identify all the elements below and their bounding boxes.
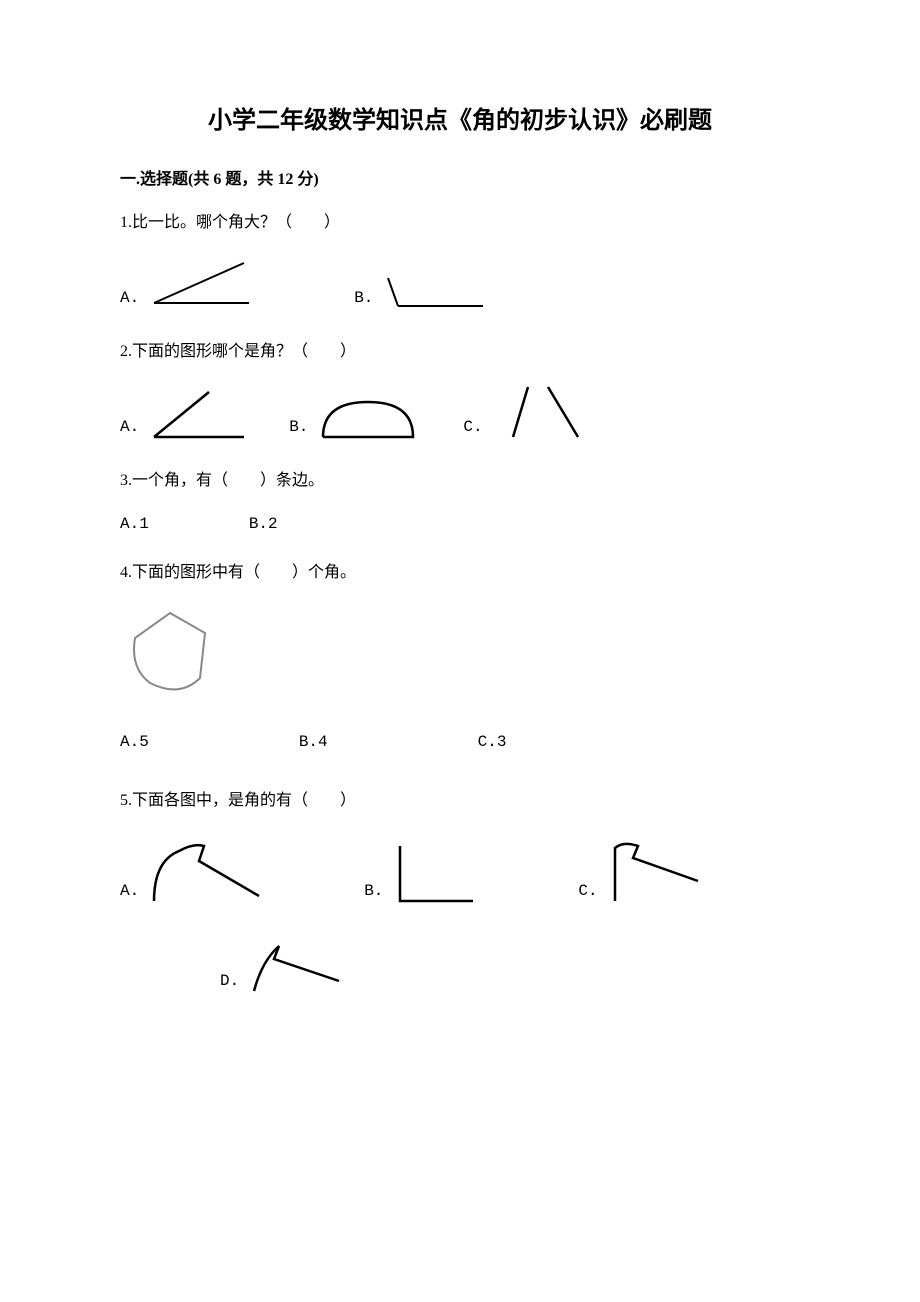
question-3: 3.一个角，有（ ）条边。 A.1 B.2 [120, 467, 800, 540]
q5-optB-label: B. [364, 877, 383, 906]
q5-figC [603, 836, 703, 906]
q3-optA: A.1 [120, 510, 149, 539]
q2-optA-label: A. [120, 413, 139, 442]
q5-figA [144, 831, 264, 906]
section-1-header: 一.选择题(共 6 题，共 12 分) [120, 165, 800, 189]
question-1-text: 1.比一比。哪个角大？（ ） [120, 209, 800, 238]
q5-optA-label: A. [120, 877, 139, 906]
q2-figB [313, 392, 423, 442]
question-4: 4.下面的图形中有（ ）个角。 A.5 B.4 C.3 [120, 559, 800, 757]
q1-angle-b-figure [378, 268, 488, 313]
question-2-text: 2.下面的图形哪个是角？（ ） [120, 338, 800, 367]
q2-optB-label: B. [289, 413, 308, 442]
question-5-row2: D. [120, 931, 800, 996]
q1-option-b: B. [354, 268, 488, 313]
q4-optC: C.3 [478, 728, 507, 757]
document-title: 小学二年级数学知识点《角的初步认识》必刷题 [120, 100, 800, 135]
q3-optB: B.2 [249, 510, 278, 539]
question-2: 2.下面的图形哪个是角？（ ） A. B. C. [120, 338, 800, 442]
question-4-options: A.5 B.4 C.3 [120, 728, 800, 757]
q2-option-c: C. [463, 382, 582, 442]
q5-option-a: A. [120, 831, 264, 906]
question-4-text: 4.下面的图形中有（ ）个角。 [120, 559, 800, 588]
q5-option-d: D. [220, 931, 344, 996]
question-1-options: A. B. [120, 253, 800, 313]
question-3-text: 3.一个角，有（ ）条边。 [120, 467, 800, 496]
q5-optC-label: C. [578, 877, 597, 906]
question-5-row1: A. B. C. [120, 831, 800, 906]
q5-option-b: B. [364, 841, 478, 906]
q4-optA: A.5 [120, 728, 149, 757]
q4-pentagon-figure [120, 603, 220, 703]
question-5-text: 5.下面各图中，是角的有（ ） [120, 787, 800, 816]
q1-optB-label: B. [354, 284, 373, 313]
q4-optB: B.4 [299, 728, 328, 757]
q1-angle-a-figure [144, 253, 254, 313]
q2-figC [488, 382, 583, 442]
question-5: 5.下面各图中，是角的有（ ） A. B. C. D. [120, 787, 800, 996]
q5-option-c: C. [578, 836, 702, 906]
q2-option-a: A. [120, 382, 249, 442]
q2-option-b: B. [289, 392, 423, 442]
q5-optD-label: D. [220, 967, 239, 996]
q4-figure-container [120, 603, 800, 703]
question-3-options: A.1 B.2 [120, 510, 800, 539]
q5-figB [388, 841, 478, 906]
question-1: 1.比一比。哪个角大？（ ） A. B. [120, 209, 800, 313]
q2-figA [144, 382, 249, 442]
q5-figD [244, 931, 344, 996]
question-2-options: A. B. C. [120, 382, 800, 442]
q1-optA-label: A. [120, 284, 139, 313]
q1-option-a: A. [120, 253, 254, 313]
q2-optC-label: C. [463, 413, 482, 442]
